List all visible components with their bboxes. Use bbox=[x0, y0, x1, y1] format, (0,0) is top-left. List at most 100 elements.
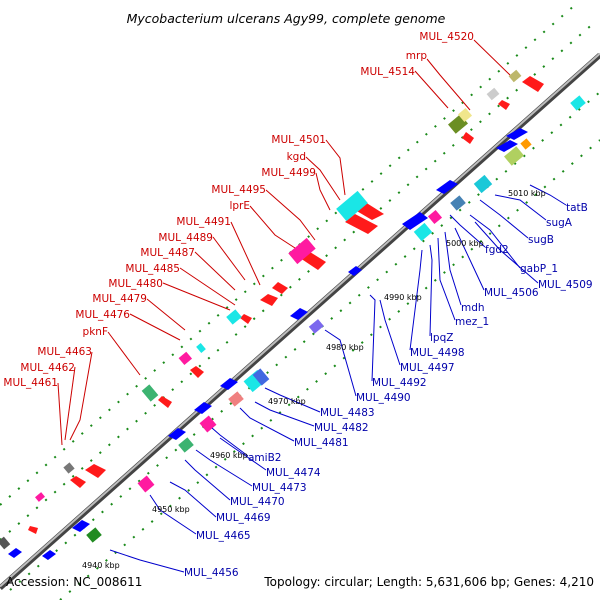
topology-text: Topology: circular; Length: 5,631,606 bp… bbox=[263, 575, 594, 589]
reverse-gene-label: lpqZ bbox=[430, 332, 453, 344]
forward-gene[interactable] bbox=[63, 462, 75, 474]
forward-gene-label: MUL_4501 bbox=[271, 134, 326, 146]
reverse-gene-label: MUL_4509 bbox=[538, 279, 593, 291]
forward-gene[interactable] bbox=[486, 87, 500, 101]
reverse-gene[interactable] bbox=[0, 536, 11, 550]
forward-gene[interactable] bbox=[178, 351, 193, 366]
forward-gene-label: mrp bbox=[406, 50, 428, 62]
reverse-gene-arrow[interactable] bbox=[496, 140, 518, 152]
reverse-gene-label: MUL_4470 bbox=[230, 496, 285, 508]
reverse-gene-arrow[interactable] bbox=[8, 548, 22, 558]
forward-gene-arrow[interactable] bbox=[28, 526, 38, 534]
forward-gene-arrow[interactable] bbox=[462, 132, 474, 144]
reverse-gene-arrow[interactable] bbox=[42, 550, 56, 560]
reverse-gene[interactable] bbox=[228, 391, 244, 407]
reverse-gene-label: MUL_4497 bbox=[400, 362, 455, 374]
forward-gene-arrow[interactable] bbox=[272, 282, 288, 294]
forward-gene-label: MUL_4463 bbox=[37, 346, 92, 358]
reverse-gene-arrow[interactable] bbox=[72, 520, 90, 532]
forward-gene-label: MUL_4487 bbox=[140, 247, 195, 259]
forward-gene[interactable] bbox=[508, 69, 522, 83]
reverse-gene-arrow[interactable] bbox=[290, 308, 308, 320]
forward-gene-arrow[interactable] bbox=[260, 294, 278, 306]
reverse-gene-label: MUL_4481 bbox=[294, 437, 349, 449]
reverse-gene-arrow[interactable] bbox=[506, 128, 528, 140]
reverse-gene[interactable] bbox=[504, 146, 524, 166]
reverse-gene-arrow[interactable] bbox=[348, 266, 362, 276]
forward-gene[interactable] bbox=[457, 107, 473, 123]
forward-gene-arrow[interactable] bbox=[190, 366, 204, 378]
reverse-labels: tatB sugA sugB gabP_1 MUL_4509 fgd2 MUL_4506md… bbox=[184, 202, 593, 579]
forward-gene-arrow[interactable] bbox=[522, 76, 544, 92]
forward-gene[interactable] bbox=[196, 343, 206, 353]
forward-gene-arrow[interactable] bbox=[345, 214, 378, 234]
forward-gene-arrow[interactable] bbox=[300, 252, 326, 270]
reverse-gene-label: amiB2 bbox=[248, 452, 281, 464]
reverse-gene-arrow[interactable] bbox=[168, 428, 186, 440]
forward-gene-label: pknF bbox=[83, 326, 108, 338]
kbp-tick-label: 4980 kbp bbox=[326, 343, 364, 352]
forward-gene-label: MUL_4499 bbox=[261, 167, 316, 179]
forward-gene[interactable] bbox=[226, 309, 242, 325]
forward-gene-label: MUL_4495 bbox=[211, 184, 266, 196]
reverse-gene-label: mdh bbox=[461, 302, 485, 314]
forward-features bbox=[28, 69, 544, 534]
map-title: Mycobacterium ulcerans Agy99, complete g… bbox=[127, 11, 446, 26]
reverse-gene[interactable] bbox=[86, 527, 102, 543]
forward-gene[interactable] bbox=[35, 492, 45, 502]
reverse-gene-label: MUL_4498 bbox=[410, 347, 465, 359]
reverse-gene-arrow[interactable] bbox=[194, 402, 212, 414]
forward-gene-label: MUL_4476 bbox=[75, 309, 130, 321]
kbp-tick-label: 5010 kbp bbox=[508, 189, 546, 198]
forward-gene-label: MUL_4479 bbox=[92, 293, 147, 305]
reverse-gene-label: sugA bbox=[546, 217, 573, 229]
reverse-gene[interactable] bbox=[308, 319, 324, 334]
reverse-gene-label: mez_1 bbox=[455, 316, 489, 328]
reverse-gene-label: MUL_4506 bbox=[484, 287, 539, 299]
reverse-gene[interactable] bbox=[450, 195, 466, 211]
forward-gene-arrow[interactable] bbox=[158, 396, 172, 408]
forward-gene-arrow[interactable] bbox=[240, 314, 252, 324]
forward-gene[interactable] bbox=[141, 384, 159, 402]
forward-gene-label: MUL_4462 bbox=[20, 362, 75, 374]
kbp-tick-label: 4960 kbp bbox=[210, 451, 248, 460]
forward-gene-arrow[interactable] bbox=[70, 476, 86, 488]
forward-leaders bbox=[57, 39, 511, 446]
forward-gene-label: MUL_4520 bbox=[419, 31, 474, 43]
forward-gene[interactable] bbox=[336, 190, 368, 222]
forward-gene-label: MUL_4514 bbox=[360, 66, 415, 78]
forward-gene-arrow[interactable] bbox=[498, 100, 510, 110]
forward-gene[interactable] bbox=[288, 237, 316, 265]
forward-gene-label: MUL_4489 bbox=[158, 232, 213, 244]
forward-gene-label: MUL_4461 bbox=[3, 377, 58, 389]
forward-gene-arrow[interactable] bbox=[85, 464, 106, 478]
reverse-features bbox=[0, 95, 586, 560]
reverse-gene-label: tatB bbox=[566, 202, 588, 214]
reverse-gene-arrow[interactable] bbox=[402, 212, 428, 230]
reverse-leaders bbox=[109, 184, 567, 573]
kbp-ticks: 4940 kbp 4950 kbp 4960 kbp 4970 kbp 4980 kbp… bbox=[82, 189, 546, 570]
reverse-gene[interactable] bbox=[570, 95, 586, 111]
kbp-tick-label: 5000 kbp bbox=[446, 239, 484, 248]
reverse-gene-label: MUL_4483 bbox=[320, 407, 375, 419]
reverse-gene[interactable] bbox=[178, 437, 194, 453]
reverse-gene[interactable] bbox=[413, 222, 433, 242]
reverse-gene-label: MUL_4490 bbox=[356, 392, 411, 404]
reverse-gene[interactable] bbox=[473, 174, 493, 194]
reverse-gene[interactable] bbox=[520, 138, 532, 150]
reverse-gene-arrow[interactable] bbox=[436, 180, 458, 194]
reverse-gene[interactable] bbox=[427, 209, 443, 225]
kbp-tick-label: 4940 kbp bbox=[82, 561, 120, 570]
forward-gene-label: lprE bbox=[229, 200, 250, 212]
reverse-gene[interactable] bbox=[252, 368, 270, 386]
reverse-gene[interactable] bbox=[137, 475, 155, 493]
reverse-gene-label: MUL_4482 bbox=[314, 422, 369, 434]
forward-gene-label: kgd bbox=[287, 151, 306, 163]
reverse-gene-arrow[interactable] bbox=[220, 378, 238, 390]
reverse-gene-label: sugB bbox=[528, 234, 554, 246]
reverse-gene-label: fgd2 bbox=[485, 244, 509, 256]
forward-gene-label: MUL_4480 bbox=[108, 278, 163, 290]
kbp-tick-label: 4970 kbp bbox=[268, 397, 306, 406]
